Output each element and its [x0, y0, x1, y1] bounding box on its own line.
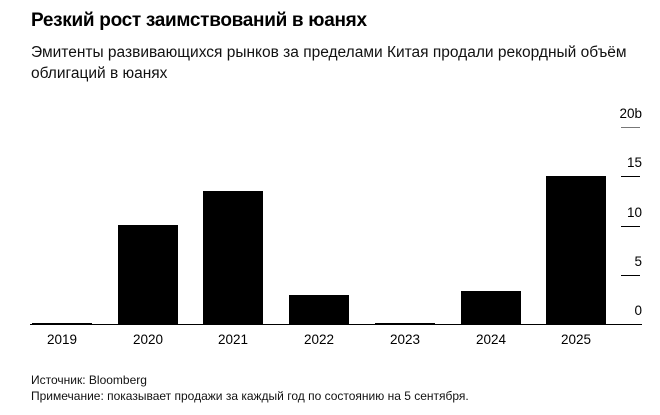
- y-tick-mark: [621, 226, 640, 227]
- x-tick-label: 2024: [475, 332, 507, 347]
- bar-2020: [118, 225, 178, 324]
- bar-2022: [289, 295, 349, 324]
- x-tick-label: 2025: [560, 332, 592, 347]
- x-tick-label: 2021: [217, 332, 249, 347]
- x-tick-label: 2023: [389, 332, 421, 347]
- y-tick-label: 10: [626, 205, 642, 220]
- y-tick-label: 20b: [619, 106, 642, 121]
- x-tick-label: 2019: [46, 332, 78, 347]
- y-tick-label: 5: [634, 254, 642, 269]
- y-tick-mark: [621, 127, 640, 128]
- bar-2021: [203, 191, 263, 324]
- bar-2019: [32, 323, 92, 324]
- source-note: Источник: Bloomberg: [31, 373, 147, 387]
- x-tick-label: 2020: [132, 332, 164, 347]
- x-axis-baseline: [30, 324, 642, 325]
- y-tick-mark: [621, 275, 640, 276]
- x-tick-label: 2022: [303, 332, 335, 347]
- y-tick-label: 15: [626, 155, 642, 170]
- bar-2024: [461, 291, 521, 324]
- y-tick-mark: [621, 176, 640, 177]
- y-tick-label: 0: [634, 303, 642, 318]
- footnote: Примечание: показывает продажи за каждый…: [31, 389, 469, 403]
- chart-subtitle: Эмитенты развивающихся рынков за предела…: [31, 44, 627, 82]
- chart-title: Резкий рост заимствований в юанях: [31, 10, 367, 31]
- bar-2025: [546, 176, 606, 324]
- bar-2023: [375, 323, 435, 324]
